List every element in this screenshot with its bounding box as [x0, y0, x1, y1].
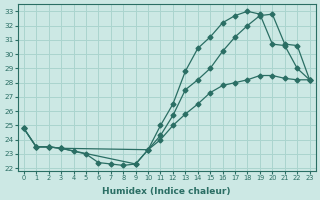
- X-axis label: Humidex (Indice chaleur): Humidex (Indice chaleur): [102, 187, 231, 196]
